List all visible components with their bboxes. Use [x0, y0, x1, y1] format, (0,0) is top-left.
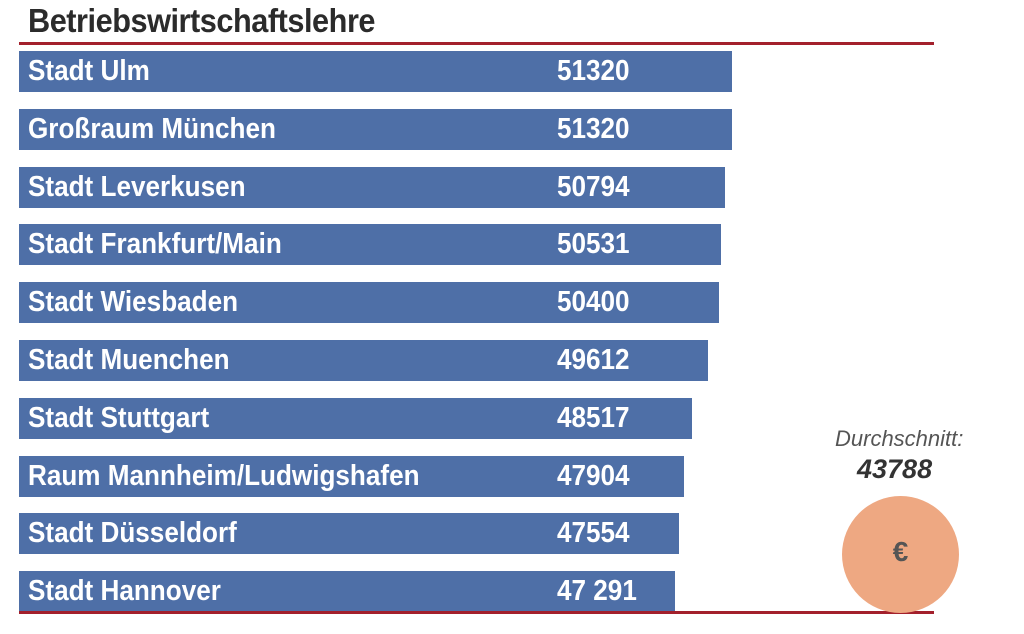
bar: Stadt Düsseldorf 47554 — [19, 513, 679, 554]
bar-category-label: Stadt Hannover — [28, 575, 221, 607]
bar: Raum Mannheim/Ludwigshafen 47904 — [19, 456, 684, 497]
bar-value-label: 47904 — [557, 460, 630, 492]
chart-title: Betriebswirtschaftslehre — [28, 2, 376, 39]
bar-category-label: Stadt Ulm — [28, 55, 150, 87]
bar-value-label: 51320 — [557, 55, 630, 87]
bar-value-label: 51320 — [557, 113, 630, 145]
bar-category-label: Stadt Muenchen — [28, 344, 230, 376]
bar-value-label: 50794 — [557, 171, 630, 203]
bar-category-label: Großraum München — [28, 113, 276, 145]
bar: Stadt Wiesbaden 50400 — [19, 282, 719, 323]
title-underline — [19, 42, 934, 45]
bar-value-label: 49612 — [557, 344, 630, 376]
bar-category-label: Stadt Düsseldorf — [28, 517, 237, 549]
bar: Stadt Ulm 51320 — [19, 51, 732, 92]
bar-value-label: 50400 — [557, 286, 630, 318]
bar: Stadt Muenchen 49612 — [19, 340, 708, 381]
bar-category-label: Stadt Leverkusen — [28, 171, 246, 203]
bar-value-label: 50531 — [557, 228, 630, 260]
bar: Stadt Hannover 47 291 — [19, 571, 675, 612]
bar-category-label: Stadt Frankfurt/Main — [28, 228, 282, 260]
bar-category-label: Stadt Wiesbaden — [28, 286, 239, 318]
bottom-rule — [19, 611, 934, 614]
bar: Großraum München 51320 — [19, 109, 732, 150]
bar-category-label: Stadt Stuttgart — [28, 402, 210, 434]
bar-value-label: 47554 — [557, 517, 630, 549]
average-label: Durchschnitt: — [835, 426, 964, 451]
bar: Stadt Stuttgart 48517 — [19, 398, 692, 439]
bar-value-label: 48517 — [557, 402, 630, 434]
bar-category-label: Raum Mannheim/Ludwigshafen — [28, 460, 420, 492]
euro-coin-icon: € — [842, 496, 959, 613]
average-value: 43788 — [857, 454, 933, 484]
euro-symbol: € — [892, 536, 909, 567]
bar: Stadt Leverkusen 50794 — [19, 167, 725, 208]
bar-value-label: 47 291 — [557, 575, 637, 607]
bar: Stadt Frankfurt/Main 50531 — [19, 224, 721, 265]
